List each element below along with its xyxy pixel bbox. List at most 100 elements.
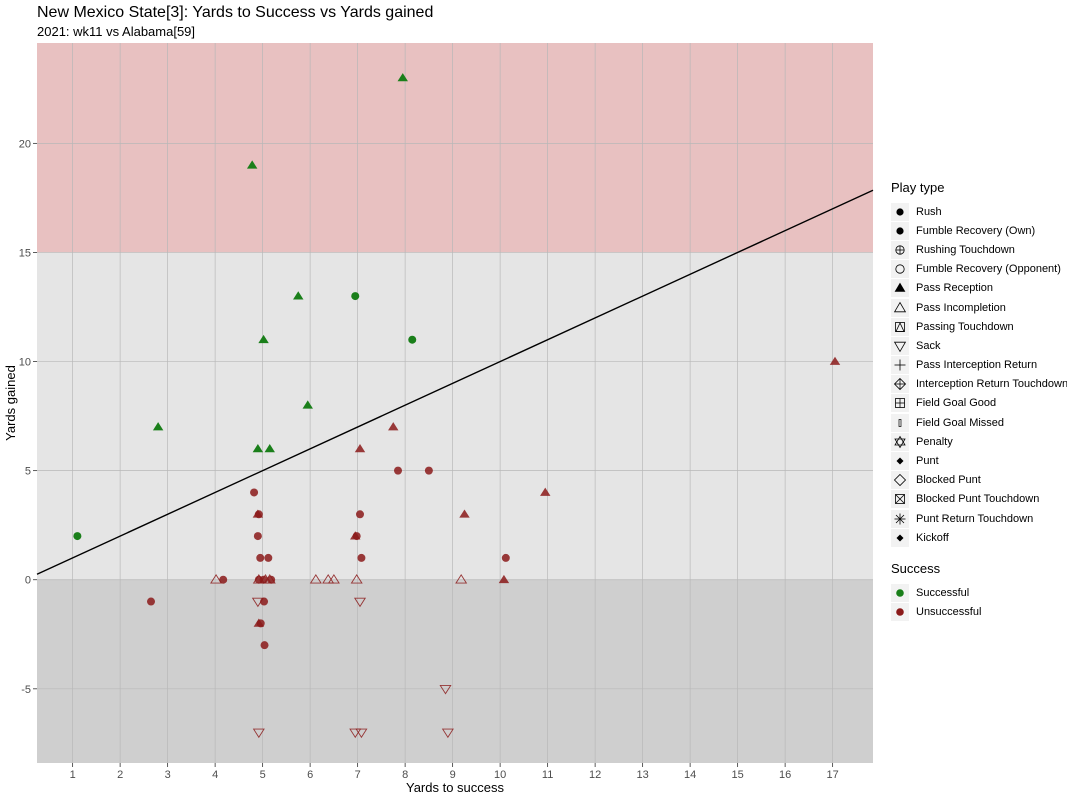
data-point-41 [350, 574, 363, 584]
data-point-53 [355, 728, 368, 739]
data-point-7 [152, 422, 164, 431]
legend-item-blocked-punt-touchdown: Blocked Punt Touchdown [891, 490, 1063, 509]
data-point-40 [327, 574, 340, 584]
reference-line-y-equals-x [36, 189, 874, 575]
data-point-8 [252, 443, 264, 453]
background-bands [37, 43, 873, 763]
band-0 [37, 43, 873, 253]
data-points [73, 73, 841, 739]
data-point-5 [408, 335, 417, 344]
data-point-10 [73, 532, 82, 541]
legend-key-blocked-punt-icon [891, 471, 909, 490]
legend-label: Punt Return Touchdown [916, 512, 1034, 525]
gridlines [37, 43, 873, 763]
y-tick-label-5: 5 [25, 466, 31, 478]
data-point-52 [349, 728, 362, 739]
legend-key-punt-icon [891, 452, 909, 471]
legend-label: Sack [916, 339, 941, 352]
legend-label: Blocked Punt [916, 474, 981, 487]
x-tick-label-15: 15 [732, 769, 744, 781]
data-point-15 [424, 466, 433, 475]
legend-label: Rushing Touchdown [916, 243, 1015, 256]
legend-item-interception-return-touchdown: Interception Return Touchdown [891, 375, 1067, 394]
data-point-26 [264, 553, 273, 562]
x-tick-label-13: 13 [637, 769, 649, 781]
data-point-38 [309, 574, 322, 584]
data-point-43 [147, 597, 155, 606]
data-point-12 [388, 422, 399, 431]
legend-key-kickoff-icon [891, 528, 909, 547]
legend-label: Pass Interception Return [916, 359, 1038, 372]
legend-item-successful: Successful [891, 583, 1063, 602]
legend-item-rush: Rush [891, 202, 1063, 221]
x-tick-label-2: 2 [117, 769, 123, 781]
legend-key-fumble-recovery-own-icon [891, 221, 909, 240]
legend-item-unsuccessful: Unsuccessful [891, 603, 1063, 622]
data-point-20 [356, 510, 364, 519]
chart-title: New Mexico State[3]: Yards to Success vs… [37, 4, 434, 21]
data-point-11 [829, 356, 841, 365]
legend-key-unsuccessful-icon [891, 603, 909, 622]
legend-label: Punt [916, 455, 939, 468]
legend-label: Blocked Punt Touchdown [916, 493, 1040, 506]
legend-play-type: Play type Rush Fumble Recovery (Own) Rushi… [891, 180, 1067, 547]
legend-label: Passing Touchdown [916, 320, 1014, 333]
legend-item-blocked-punt: Blocked Punt [891, 471, 1063, 490]
y-tick-label-10: 10 [19, 357, 31, 369]
legend-label: Successful [916, 586, 970, 599]
legend-key-blocked-punt-touchdown-icon [891, 490, 909, 509]
legend-play-type-title: Play type [891, 180, 945, 195]
x-tick-label-10: 10 [494, 769, 506, 781]
data-point-37 [263, 574, 276, 584]
y-tick-label-0: 0 [25, 575, 31, 587]
legend-item-field-goal-missed: Field Goal Missed [891, 413, 1063, 432]
x-tick-label-17: 17 [827, 769, 839, 781]
data-point-35 [252, 574, 265, 584]
legend-label: Fumble Recovery (Own) [916, 224, 1036, 237]
data-point-6 [302, 400, 313, 409]
legend-success-title: Success [891, 561, 941, 577]
band-2 [37, 579, 873, 763]
x-axis-label: Yards to success [406, 780, 505, 795]
chart-subtitle: 2021: wk11 vs Alabama[59] [37, 24, 196, 39]
x-tick-label-3: 3 [165, 769, 171, 781]
data-point-49 [260, 641, 269, 650]
reference-line [36, 189, 874, 575]
data-point-32 [267, 575, 276, 584]
data-point-22 [253, 532, 262, 541]
data-point-42 [455, 574, 468, 584]
x-tick-label-16: 16 [779, 769, 791, 781]
band-1 [37, 252, 873, 580]
legend-item-pass-reception: Pass Reception [891, 279, 1063, 298]
legend-key-rush-icon [891, 202, 909, 221]
data-point-51 [252, 728, 265, 739]
legend-key-sack-icon [891, 336, 909, 355]
x-tick-label-12: 12 [589, 769, 601, 781]
data-point-33 [498, 574, 510, 584]
legend-label: Penalty [916, 435, 953, 448]
x-tick-label-4: 4 [212, 769, 218, 781]
x-tick-label-5: 5 [260, 769, 266, 781]
legend-key-field-goal-missed-icon [891, 413, 909, 432]
legend-label: Pass Incompletion [916, 301, 1006, 314]
legend-key-rushing-touchdown-icon [891, 240, 909, 259]
legend-key-pass-reception-icon [891, 279, 909, 298]
x-tick-label-14: 14 [684, 769, 696, 781]
x-tick-label-7: 7 [355, 769, 361, 781]
legend: Play type Rush Fumble Recovery (Own) Rushi… [891, 180, 1067, 622]
legend-item-rushing-touchdown: Rushing Touchdown [891, 240, 1063, 259]
data-point-1 [246, 160, 258, 169]
data-point-54 [441, 728, 454, 739]
x-axis-ticks: 1 2 3 4 5 6 7 8 9 10 11 12 13 14 15 16 17 [70, 763, 839, 781]
data-point-28 [501, 553, 510, 562]
legend-key-punt-return-touchdown-icon [891, 509, 909, 528]
legend-label: Pass Reception [916, 282, 994, 295]
legend-label: Unsuccessful [916, 606, 982, 619]
data-point-34 [210, 574, 223, 584]
legend-label: Kickoff [916, 531, 949, 544]
data-point-14 [394, 466, 402, 475]
legend-item-fumble-recovery-opponent: Fumble Recovery (Opponent) [891, 260, 1063, 279]
legend-key-pass-interception-return-icon [891, 356, 909, 375]
x-tick-label-9: 9 [450, 769, 456, 781]
y-tick-label-15: 15 [19, 247, 31, 259]
